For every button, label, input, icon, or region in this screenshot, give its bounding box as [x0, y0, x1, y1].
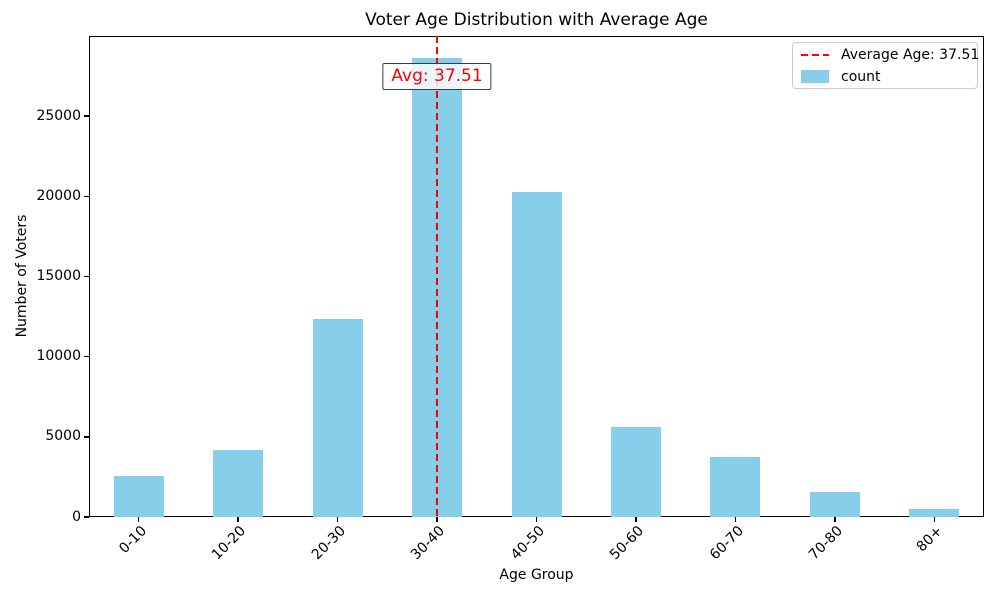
y-tick-label: 25000 [36, 107, 81, 124]
bar [312, 318, 363, 517]
x-tick-label-text: 60-70 [706, 523, 747, 564]
y-tick-label: 5000 [45, 428, 81, 445]
bar [909, 509, 960, 517]
x-tick-label-text: 70-80 [806, 523, 847, 564]
x-tick-mark [138, 517, 140, 522]
legend-item-count: count [801, 69, 971, 85]
x-tick-label-text: 80+ [913, 523, 946, 556]
y-tick-mark [84, 115, 89, 117]
y-tick-label: 10000 [36, 348, 81, 365]
y-tick-mark [84, 275, 89, 278]
x-tick-mark [834, 517, 836, 522]
legend-item-average-age: Average Age: 37.51 [801, 47, 979, 63]
x-tick-label-text: 40-50 [507, 523, 548, 564]
x-tick-label-text: 0-10 [116, 523, 151, 557]
x-tick-mark [734, 517, 737, 522]
x-tick-mark [436, 517, 438, 522]
x-tick-mark [635, 517, 637, 522]
y-tick-label: 20000 [36, 187, 81, 204]
x-tick-label-text: 50-60 [607, 523, 648, 564]
bar [213, 449, 264, 517]
average-age-line [436, 36, 439, 517]
plot-area [89, 36, 984, 517]
x-tick-mark [237, 517, 239, 522]
y-tick-mark [84, 436, 89, 438]
y-tick-mark [84, 355, 89, 358]
bar [710, 457, 761, 517]
legend: Average Age: 37.51 count [792, 42, 979, 89]
legend-item-label: count [841, 68, 881, 85]
dashed-line-icon [801, 53, 829, 56]
color-patch-icon [801, 70, 829, 83]
x-tick-label-text: 10-20 [209, 523, 250, 564]
x-tick-label-text: 30-40 [408, 523, 449, 564]
bar [511, 192, 562, 517]
bar [610, 426, 661, 517]
avg-annotation: Avg: 37.51 [382, 63, 492, 90]
bar [113, 476, 164, 517]
bar [809, 492, 860, 517]
legend-item-label: Average Age: 37.51 [841, 46, 980, 63]
x-tick-mark [336, 517, 339, 522]
y-tick-label: 0 [72, 508, 81, 525]
y-tick-label: 15000 [36, 268, 81, 284]
x-axis-label: Age Group [499, 567, 574, 583]
x-tick-mark [535, 517, 538, 522]
y-tick-mark [84, 516, 89, 518]
chart-title: Voter Age Distribution with Average Age [365, 10, 708, 30]
x-tick-label-text: 20-30 [308, 523, 349, 564]
x-tick-mark [933, 517, 935, 522]
y-tick-mark [84, 195, 89, 198]
